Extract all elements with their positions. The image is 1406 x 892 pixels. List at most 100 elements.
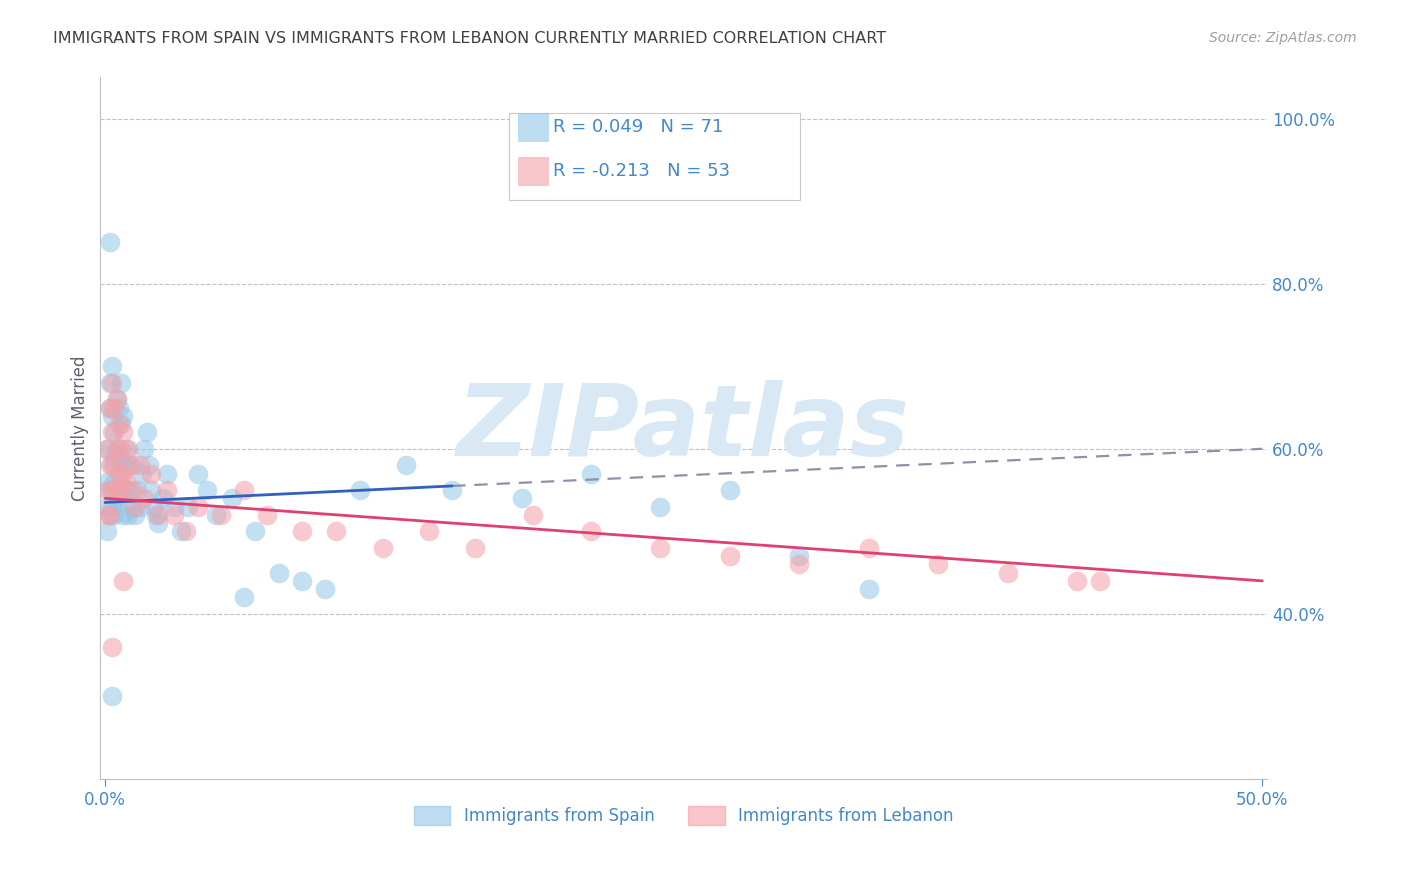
Point xyxy=(163,508,186,522)
Point xyxy=(112,458,135,473)
Point xyxy=(105,442,128,456)
Text: IMMIGRANTS FROM SPAIN VS IMMIGRANTS FROM LEBANON CURRENTLY MARRIED CORRELATION C: IMMIGRANTS FROM SPAIN VS IMMIGRANTS FROM… xyxy=(53,31,887,46)
Point xyxy=(650,541,672,555)
Point xyxy=(195,483,218,497)
Point xyxy=(108,491,131,506)
Point xyxy=(579,467,602,481)
Point xyxy=(232,591,254,605)
Point xyxy=(145,508,167,522)
Point xyxy=(98,401,121,415)
Point xyxy=(789,558,811,572)
Point xyxy=(103,508,125,522)
Point xyxy=(170,524,193,539)
Point xyxy=(510,491,533,506)
FancyBboxPatch shape xyxy=(509,112,800,200)
Point xyxy=(112,508,135,522)
Point xyxy=(858,582,880,596)
Point xyxy=(112,409,135,423)
Point xyxy=(101,425,124,440)
Point xyxy=(187,500,209,514)
Point xyxy=(314,582,336,596)
Point xyxy=(105,392,128,407)
Point xyxy=(1090,574,1112,588)
Point xyxy=(120,458,142,473)
Point xyxy=(103,475,125,489)
Point xyxy=(927,558,949,572)
Point xyxy=(156,467,179,481)
Point xyxy=(325,524,347,539)
Point xyxy=(858,541,880,555)
Point xyxy=(131,467,153,481)
Point xyxy=(105,483,128,497)
Point xyxy=(96,524,118,539)
Point xyxy=(128,458,150,473)
Point xyxy=(96,483,118,497)
Text: ZIPatlas: ZIPatlas xyxy=(457,380,910,476)
Point xyxy=(101,500,124,514)
Point xyxy=(789,549,811,563)
Point xyxy=(105,442,128,456)
Point xyxy=(718,549,741,563)
Point xyxy=(103,401,125,415)
Point xyxy=(112,467,135,481)
Point xyxy=(101,690,124,704)
Point xyxy=(101,483,124,497)
Y-axis label: Currently Married: Currently Married xyxy=(72,355,89,501)
Point xyxy=(141,483,163,497)
Point xyxy=(110,376,132,390)
Point xyxy=(141,467,163,481)
Point xyxy=(134,491,156,506)
Point xyxy=(291,574,314,588)
Point xyxy=(114,442,136,456)
Point xyxy=(174,524,197,539)
Point xyxy=(124,500,146,514)
Point xyxy=(718,483,741,497)
Point xyxy=(209,508,232,522)
Point xyxy=(418,524,440,539)
Point xyxy=(108,401,131,415)
Point xyxy=(101,409,124,423)
Point xyxy=(103,425,125,440)
Point xyxy=(267,566,290,580)
Point xyxy=(110,467,132,481)
Point xyxy=(395,458,418,473)
Point xyxy=(232,483,254,497)
Point xyxy=(291,524,314,539)
Point xyxy=(142,500,165,514)
Point xyxy=(156,483,179,497)
Point xyxy=(108,417,131,431)
Point xyxy=(205,508,228,522)
Point xyxy=(349,483,371,497)
Point xyxy=(96,442,118,456)
Legend: Immigrants from Spain, Immigrants from Lebanon: Immigrants from Spain, Immigrants from L… xyxy=(405,797,962,834)
Point xyxy=(187,467,209,481)
Point xyxy=(98,458,121,473)
Point xyxy=(121,483,143,497)
Point xyxy=(98,508,121,522)
Point xyxy=(148,508,170,522)
Point xyxy=(127,483,149,497)
Text: R = -0.213   N = 53: R = -0.213 N = 53 xyxy=(553,162,730,180)
Point xyxy=(110,417,132,431)
Point xyxy=(105,491,128,506)
Point xyxy=(163,500,186,514)
Point xyxy=(98,483,121,497)
Text: R = 0.049   N = 71: R = 0.049 N = 71 xyxy=(553,118,723,136)
Point xyxy=(96,475,118,489)
Point xyxy=(522,508,544,522)
Point xyxy=(117,442,139,456)
FancyBboxPatch shape xyxy=(517,112,548,141)
Point xyxy=(101,359,124,374)
Point xyxy=(371,541,394,555)
Point xyxy=(121,458,143,473)
Point xyxy=(245,524,267,539)
Point xyxy=(103,458,125,473)
Point xyxy=(114,483,136,497)
Point xyxy=(98,508,121,522)
Point xyxy=(117,508,139,522)
Point xyxy=(101,640,124,654)
Point xyxy=(152,491,174,506)
Point xyxy=(112,425,135,440)
Point xyxy=(650,500,672,514)
Point xyxy=(441,483,464,497)
